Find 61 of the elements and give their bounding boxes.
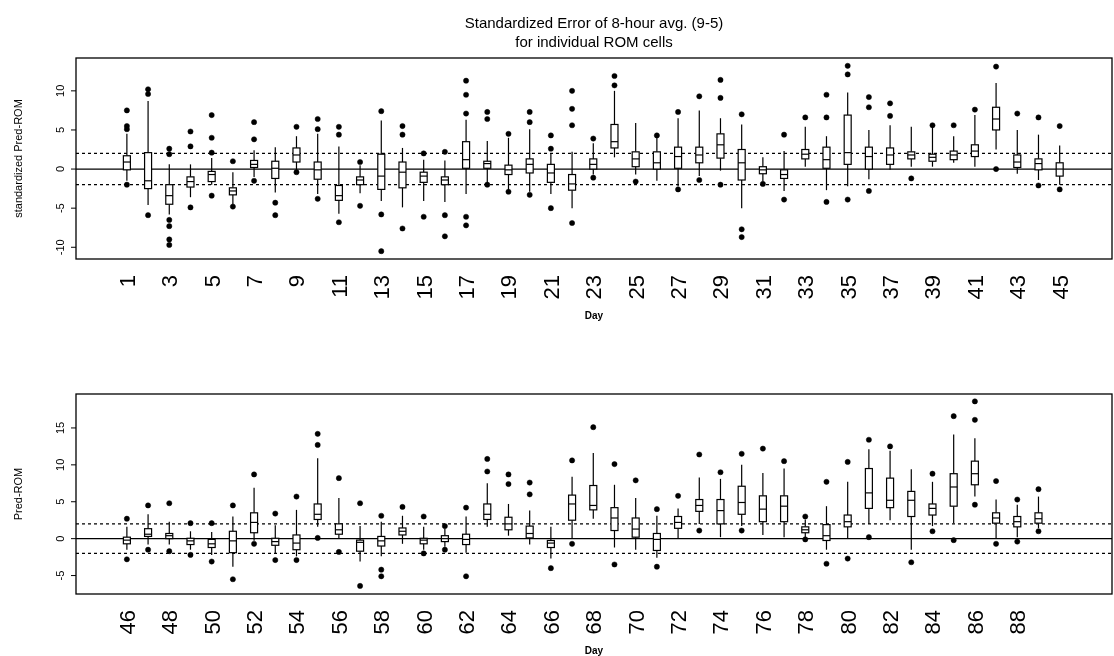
x-tick-label: 7	[242, 275, 268, 288]
x-tick-label: 86	[962, 610, 988, 635]
y-tick-label: -10	[54, 239, 66, 256]
x-tick-label: 60	[411, 610, 437, 635]
x-tick-label: 41	[962, 275, 988, 300]
chart-title: Standardized Error of 8-hour avg. (9-5)	[464, 14, 724, 31]
x-tick-label: 46	[114, 610, 140, 635]
y-axis-title: Pred-ROM	[12, 467, 24, 521]
x-tick-label: 25	[623, 275, 649, 300]
x-tick-label: 78	[793, 610, 819, 635]
x-tick-label: 76	[750, 610, 776, 635]
x-tick-label: 80	[835, 610, 861, 635]
x-tick-label: 84	[920, 610, 946, 635]
x-tick-label: 23	[581, 275, 607, 300]
x-tick-label: 21	[538, 275, 564, 300]
x-tick-label: 58	[369, 610, 395, 635]
y-tick-label: 0	[54, 535, 66, 542]
x-tick-label: 52	[242, 610, 268, 635]
chart-subtitle: for individual ROM cells	[515, 33, 673, 50]
x-tick-label: 9	[284, 275, 310, 288]
x-axis-title: Day	[584, 310, 604, 321]
x-tick-label: 70	[623, 610, 649, 635]
x-tick-label: 11	[326, 275, 352, 298]
x-tick-label: 88	[1005, 610, 1031, 635]
x-tick-label: 3	[157, 275, 183, 288]
y-tick-label: -5	[54, 203, 66, 214]
x-tick-label: 50	[199, 610, 225, 635]
x-tick-label: 19	[496, 275, 522, 300]
x-tick-label: 5	[199, 275, 225, 288]
x-tick-label: 27	[666, 275, 692, 300]
x-tick-label: 72	[666, 610, 692, 635]
x-tick-label: 62	[454, 610, 480, 635]
y-tick-label: 10	[54, 458, 66, 471]
x-tick-label: 13	[369, 275, 395, 300]
x-tick-label: 74	[708, 610, 734, 635]
y-tick-label: 0	[54, 166, 66, 173]
x-tick-label: 33	[793, 275, 819, 300]
x-tick-label: 68	[581, 610, 607, 635]
x-tick-label: 35	[835, 275, 861, 300]
x-axis-title: Day	[584, 645, 604, 656]
x-tick-label: 64	[496, 610, 522, 635]
x-tick-label: 17	[454, 275, 480, 300]
x-tick-label: 43	[1005, 275, 1031, 300]
x-tick-label: 31	[750, 275, 776, 300]
y-tick-label: -5	[54, 570, 66, 581]
x-tick-label: 54	[284, 610, 310, 635]
y-tick-label: 10	[54, 84, 66, 97]
x-tick-label: 48	[157, 610, 183, 635]
x-tick-label: 1	[114, 275, 140, 288]
x-tick-label: 82	[878, 610, 904, 635]
x-tick-label: 15	[411, 275, 437, 300]
x-tick-label: 29	[708, 275, 734, 300]
x-tick-label: 37	[878, 275, 904, 300]
x-tick-label: 56	[326, 610, 352, 635]
y-tick-label: 5	[54, 498, 66, 505]
y-tick-label: 5	[54, 126, 66, 134]
x-tick-label: 66	[538, 610, 564, 635]
x-tick-label: 45	[1047, 275, 1073, 300]
x-tick-label: 39	[920, 275, 946, 300]
y-tick-label: 15	[54, 421, 66, 435]
y-axis-title: standardized Pred-ROM	[12, 99, 24, 218]
